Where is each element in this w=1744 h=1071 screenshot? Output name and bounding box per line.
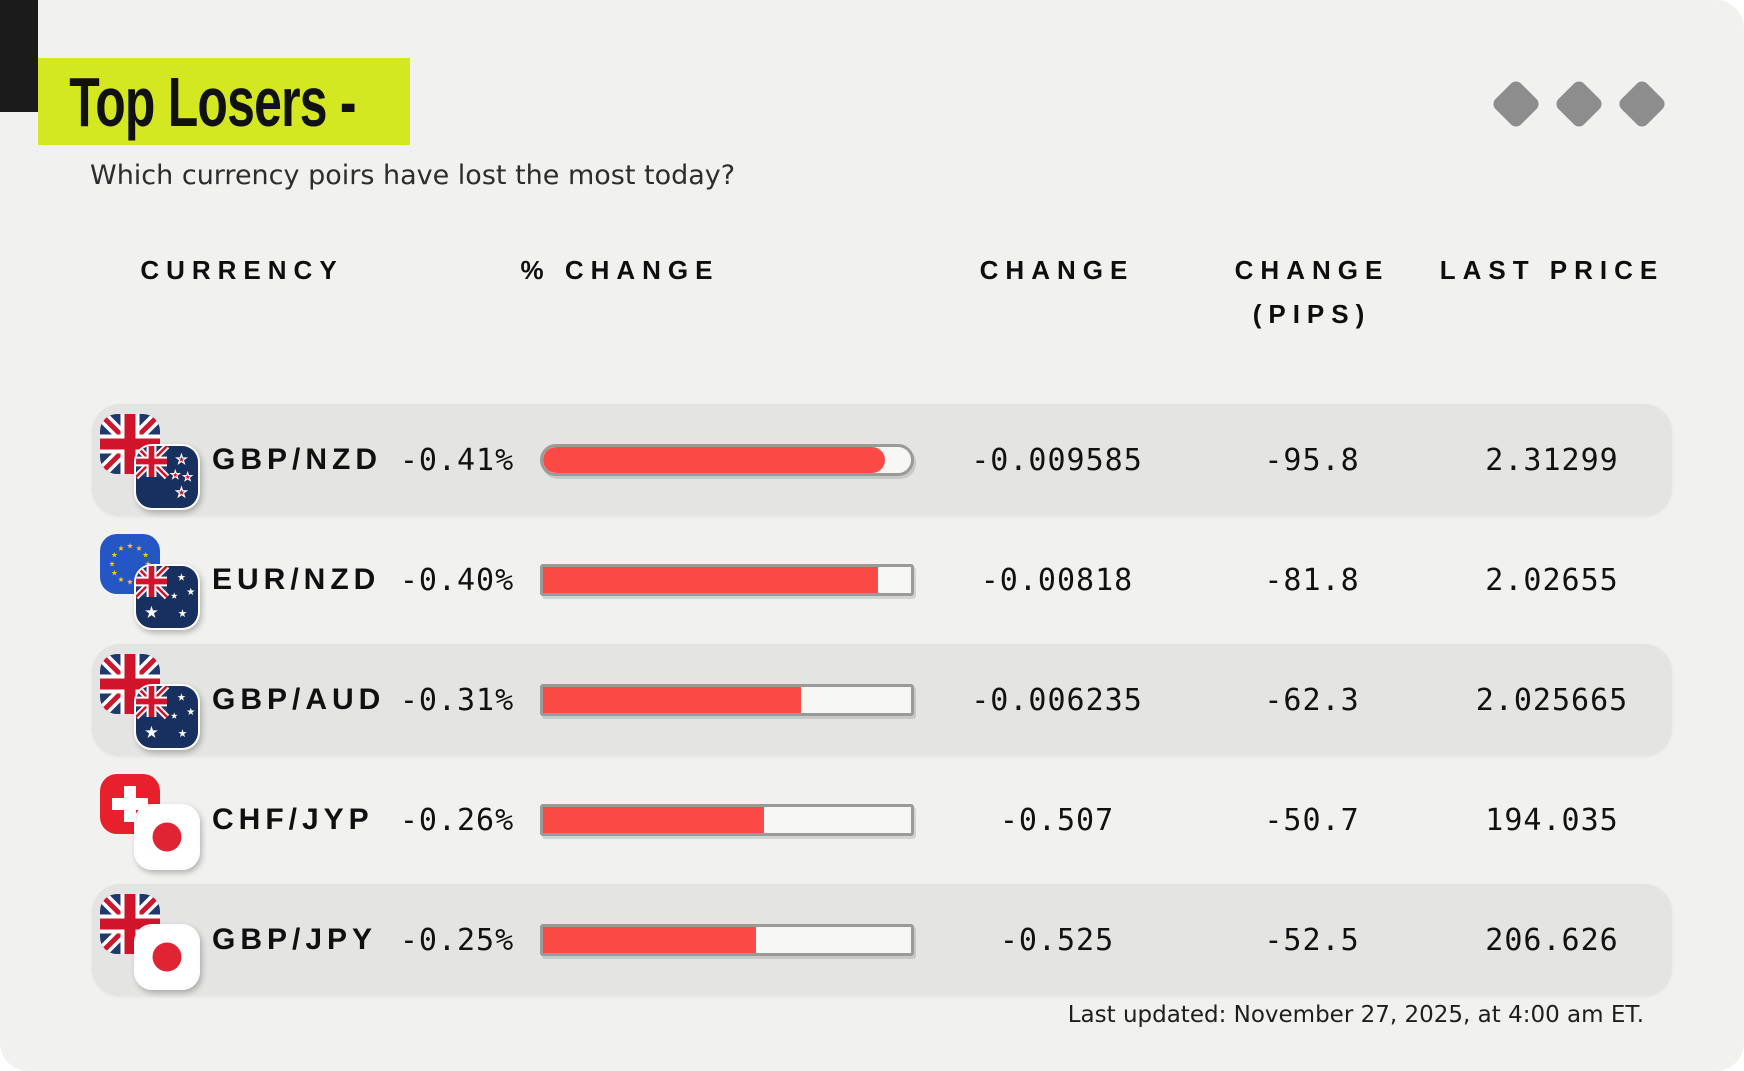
currency-pair-flags bbox=[92, 530, 212, 630]
pct-change-bar-fill bbox=[543, 687, 801, 713]
page-title: Top Losers - bbox=[69, 62, 356, 141]
pct-change-bar-fill bbox=[543, 807, 764, 833]
column-header-currency: CURRENCY bbox=[140, 255, 344, 285]
change-value: -0.006235 bbox=[971, 682, 1143, 718]
change-value: -0.009585 bbox=[971, 442, 1143, 478]
change-pips-value: -50.7 bbox=[1264, 802, 1360, 838]
currency-pair-flags bbox=[92, 410, 212, 510]
last-price-value: 2.02655 bbox=[1485, 562, 1619, 598]
ch-flag-icon bbox=[100, 774, 160, 834]
au-flag-icon bbox=[134, 684, 200, 750]
pct-change-bar-fill bbox=[543, 567, 878, 593]
change-pips-value: -95.8 bbox=[1264, 442, 1360, 478]
pct-change-bar-track bbox=[540, 444, 914, 476]
percent-change-value: -0.41% bbox=[399, 442, 515, 478]
last-price-value: 2.025665 bbox=[1475, 682, 1629, 718]
last-price-value: 206.626 bbox=[1485, 922, 1619, 958]
diamond-icon bbox=[1553, 78, 1605, 130]
percent-change-value: -0.26% bbox=[399, 802, 515, 838]
last-updated-text: Last updated: November 27, 2025, at 4:00… bbox=[1067, 1002, 1644, 1028]
column-header-last-price: LAST PRICE bbox=[1439, 255, 1665, 285]
table-row: CHF/JYP -0.26% -0.507 -50.7 194.035 bbox=[92, 764, 1672, 876]
pct-change-bar-fill bbox=[543, 927, 757, 953]
currency-pair-label: CHF/JYP bbox=[212, 803, 374, 836]
percent-change-bar bbox=[522, 444, 922, 476]
change-value: -0.00818 bbox=[980, 562, 1134, 598]
currency-pair-label: GBP/AUD bbox=[212, 683, 386, 716]
last-price-value: 2.31299 bbox=[1485, 442, 1619, 478]
currency-pair-flags bbox=[92, 770, 212, 870]
change-pips-value: -62.3 bbox=[1264, 682, 1360, 718]
pct-change-bar-fill bbox=[543, 447, 886, 473]
table-row: EUR/NZD -0.40% -0.00818 -81.8 2.02655 bbox=[92, 524, 1672, 636]
au-flag-icon bbox=[134, 564, 200, 630]
percent-change-bar bbox=[522, 684, 922, 716]
currency-pair-flags bbox=[92, 650, 212, 750]
title-accent-bar bbox=[0, 0, 38, 112]
currency-pair-label: GBP/JPY bbox=[212, 923, 378, 956]
percent-change-value: -0.31% bbox=[399, 682, 515, 718]
table-row: GBP/AUD -0.31% -0.006235 -62.3 2.025665 bbox=[92, 644, 1672, 756]
decor-diamonds bbox=[1490, 78, 1668, 130]
currency-pair-label: GBP/NZD bbox=[212, 443, 382, 476]
percent-change-bar bbox=[522, 804, 922, 836]
page-subtitle: Which currency poirs have lost the most … bbox=[90, 160, 736, 191]
currency-pair-flags bbox=[92, 890, 212, 990]
change-value: -0.507 bbox=[999, 802, 1115, 838]
pct-change-bar-track bbox=[540, 684, 914, 716]
change-pips-value: -81.8 bbox=[1264, 562, 1360, 598]
percent-change-bar bbox=[522, 564, 922, 596]
nz-flag-icon bbox=[134, 444, 200, 510]
last-price-value: 194.035 bbox=[1485, 802, 1619, 838]
title-highlight: Top Losers - bbox=[38, 58, 410, 145]
column-header-pct-change: % CHANGE bbox=[520, 255, 720, 285]
percent-change-value: -0.25% bbox=[399, 922, 515, 958]
table-row: GBP/NZD -0.41% -0.009585 -95.8 2.31299 bbox=[92, 404, 1672, 516]
percent-change-bar bbox=[522, 924, 922, 956]
percent-change-value: -0.40% bbox=[399, 562, 515, 598]
change-pips-value: -52.5 bbox=[1264, 922, 1360, 958]
change-value: -0.525 bbox=[999, 922, 1115, 958]
currency-table: GBP/NZD -0.41% -0.009585 -95.8 2.31299 bbox=[92, 404, 1672, 996]
pct-change-bar-track bbox=[540, 564, 914, 596]
column-header-change: CHANGE bbox=[979, 255, 1135, 285]
diamond-icon bbox=[1490, 78, 1542, 130]
diamond-icon bbox=[1616, 78, 1668, 130]
table-row: GBP/JPY -0.25% -0.525 -52.5 206.626 bbox=[92, 884, 1672, 996]
currency-pair-label: EUR/NZD bbox=[212, 563, 381, 596]
pct-change-bar-track bbox=[540, 924, 914, 956]
jp-flag-icon bbox=[134, 804, 200, 870]
column-header-change-pips: CHANGE (PIPS) bbox=[1234, 255, 1390, 329]
jp-flag-icon bbox=[134, 924, 200, 990]
pct-change-bar-track bbox=[540, 804, 914, 836]
